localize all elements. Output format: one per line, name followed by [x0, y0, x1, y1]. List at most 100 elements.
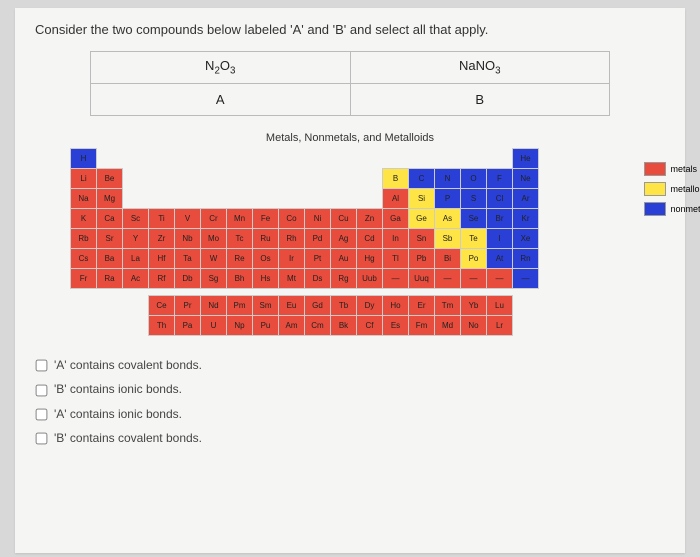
element-cell: Pm	[227, 296, 253, 316]
element-cell: —	[461, 269, 487, 289]
element-cell: W	[201, 249, 227, 269]
element-cell: B	[383, 169, 409, 189]
element-cell: Fr	[71, 269, 97, 289]
element-cell: Gd	[305, 296, 331, 316]
element-cell	[305, 169, 331, 189]
element-cell: Cu	[331, 209, 357, 229]
element-cell: As	[435, 209, 461, 229]
element-cell: Eu	[279, 296, 305, 316]
element-cell	[357, 149, 383, 169]
element-cell	[279, 169, 305, 189]
element-cell: Pd	[305, 229, 331, 249]
element-cell: Ar	[513, 189, 539, 209]
option-3[interactable]: 'B' contains covalent bonds.	[35, 431, 665, 445]
compound-b-label: B	[350, 84, 610, 116]
element-cell: Lr	[487, 316, 513, 336]
element-cell: Zr	[149, 229, 175, 249]
element-cell: Si	[409, 189, 435, 209]
element-cell: Rb	[71, 229, 97, 249]
element-cell: Sc	[123, 209, 149, 229]
element-cell: Yb	[461, 296, 487, 316]
option-2[interactable]: 'A' contains ionic bonds.	[35, 407, 665, 421]
element-cell: Lu	[487, 296, 513, 316]
pt-main-grid: HHeLiBeBCNOFNeNaMgAlSiPSClArKCaScTiVCrMn…	[70, 148, 539, 289]
element-cell: Er	[409, 296, 435, 316]
element-cell: Tb	[331, 296, 357, 316]
element-cell: Cs	[71, 249, 97, 269]
element-cell: Nb	[175, 229, 201, 249]
element-cell	[201, 169, 227, 189]
element-cell: Ir	[279, 249, 305, 269]
element-cell	[201, 149, 227, 169]
element-cell: Ti	[149, 209, 175, 229]
legend-label-metals: metals	[670, 164, 697, 174]
element-cell: Tm	[435, 296, 461, 316]
element-cell	[461, 149, 487, 169]
element-cell: Am	[279, 316, 305, 336]
checkbox-0[interactable]	[36, 360, 48, 372]
element-cell: Th	[149, 316, 175, 336]
element-cell: Re	[227, 249, 253, 269]
element-cell: Ge	[409, 209, 435, 229]
element-cell: Ce	[149, 296, 175, 316]
element-cell: I	[487, 229, 513, 249]
option-0[interactable]: 'A' contains covalent bonds.	[35, 358, 665, 372]
option-1[interactable]: 'B' contains ionic bonds.	[35, 382, 665, 396]
element-cell	[357, 169, 383, 189]
element-cell: Bh	[227, 269, 253, 289]
element-cell: Np	[227, 316, 253, 336]
compound-a-formula: N2O3	[91, 52, 351, 84]
element-cell: Ac	[123, 269, 149, 289]
checkbox-3[interactable]	[36, 433, 48, 445]
element-cell: Nd	[201, 296, 227, 316]
element-cell: Pr	[175, 296, 201, 316]
element-cell	[227, 169, 253, 189]
element-cell: V	[175, 209, 201, 229]
element-cell: Cd	[357, 229, 383, 249]
element-cell: Bi	[435, 249, 461, 269]
element-cell	[305, 189, 331, 209]
checkbox-2[interactable]	[36, 409, 48, 421]
element-cell: Rh	[279, 229, 305, 249]
element-cell: Ds	[305, 269, 331, 289]
element-cell: Mg	[97, 189, 123, 209]
element-cell: Xe	[513, 229, 539, 249]
question-text: Consider the two compounds below labeled…	[35, 22, 665, 37]
element-cell: Se	[461, 209, 487, 229]
element-cell: Te	[461, 229, 487, 249]
element-cell: Uuq	[409, 269, 435, 289]
legend-swatch-metals	[644, 162, 666, 176]
element-cell: Kr	[513, 209, 539, 229]
element-cell: Al	[383, 189, 409, 209]
element-cell: He	[513, 149, 539, 169]
element-cell	[175, 149, 201, 169]
element-cell: Br	[487, 209, 513, 229]
element-cell	[123, 169, 149, 189]
element-cell: Md	[435, 316, 461, 336]
element-cell: P	[435, 189, 461, 209]
compound-table: N2O3 NaNO3 A B	[90, 51, 610, 116]
element-cell: No	[461, 316, 487, 336]
element-cell	[175, 169, 201, 189]
element-cell	[149, 189, 175, 209]
checkbox-1[interactable]	[36, 384, 48, 396]
element-cell: Mn	[227, 209, 253, 229]
element-cell: —	[487, 269, 513, 289]
element-cell	[487, 149, 513, 169]
element-cell: Sg	[201, 269, 227, 289]
element-cell	[279, 189, 305, 209]
element-cell: K	[71, 209, 97, 229]
element-cell	[253, 169, 279, 189]
element-cell: Pt	[305, 249, 331, 269]
element-cell: Tc	[227, 229, 253, 249]
element-cell: Os	[253, 249, 279, 269]
element-cell	[253, 189, 279, 209]
element-cell: At	[487, 249, 513, 269]
element-cell: Ag	[331, 229, 357, 249]
element-cell: Db	[175, 269, 201, 289]
element-cell	[123, 189, 149, 209]
element-cell: Uub	[357, 269, 383, 289]
element-cell	[123, 149, 149, 169]
element-cell: Sn	[409, 229, 435, 249]
element-cell: Co	[279, 209, 305, 229]
